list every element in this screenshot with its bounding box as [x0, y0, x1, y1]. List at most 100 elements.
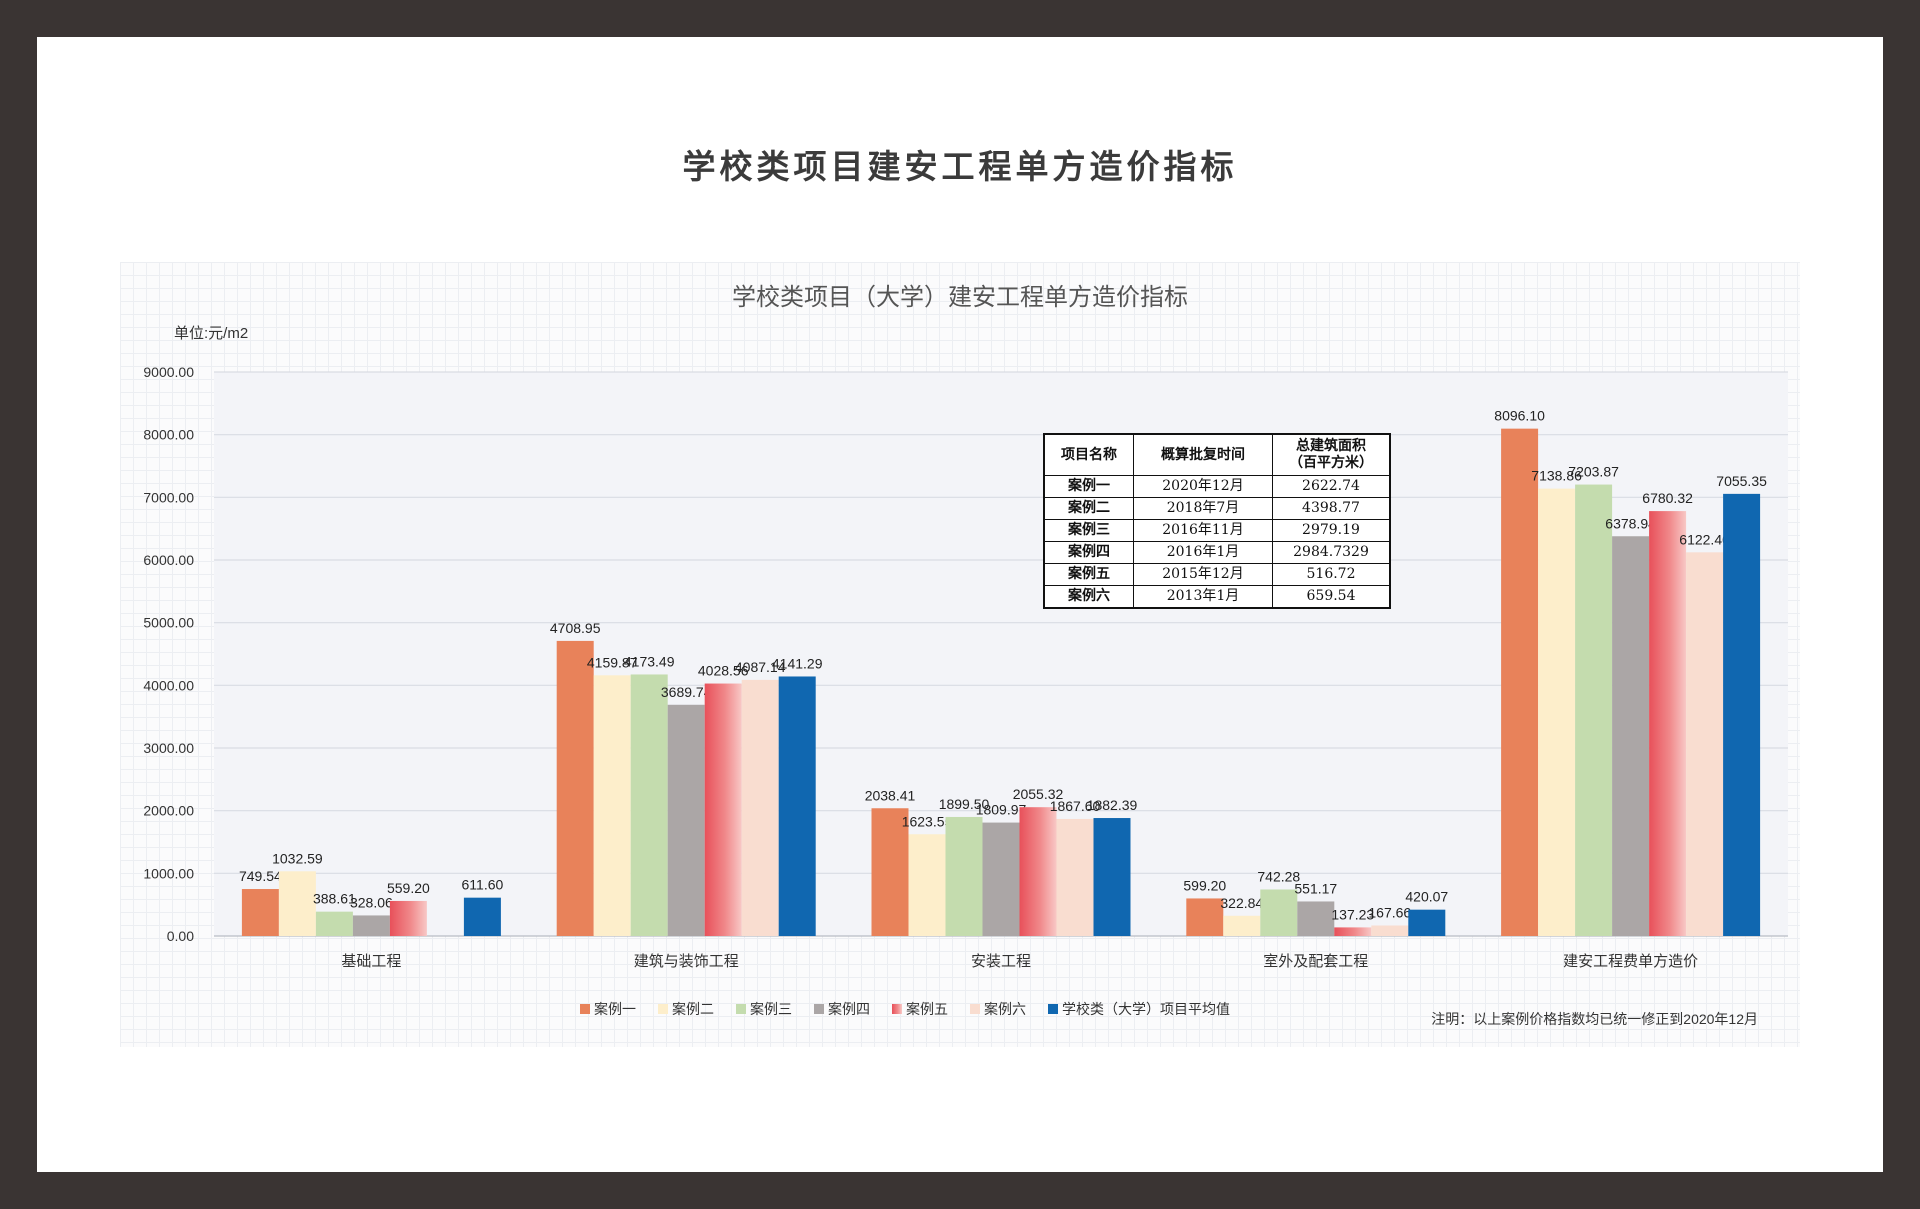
data-label: 3689.74 [661, 684, 712, 700]
data-label: 4087.14 [735, 659, 786, 675]
chart-panel: 学校类项目（大学）建安工程单方造价指标 单位:元/m2 0.00 1000.00 200… [120, 262, 1800, 1047]
data-label: 6122.40 [1679, 531, 1730, 547]
data-label: 4028.56 [698, 663, 749, 679]
bar [556, 640, 594, 936]
table-cell: 2020年12月 [1133, 475, 1273, 498]
data-label: 322.84 [1220, 895, 1263, 911]
y-tick-label: 8000.00 [143, 427, 194, 443]
table-cell: 案例二 [1043, 497, 1134, 520]
data-label: 559.20 [387, 880, 430, 896]
y-tick-label: 2000.00 [143, 803, 194, 819]
x-category-label: 建筑与装饰工程 [634, 953, 739, 970]
data-label: 328.06 [350, 894, 393, 910]
table-cell: 2016年11月 [1133, 519, 1273, 542]
data-label: 1809.97 [976, 802, 1027, 818]
legend-swatch [736, 1004, 746, 1014]
legend-swatch [970, 1004, 980, 1014]
table-header-area: 总建筑面积 （百平方米） [1272, 433, 1391, 476]
table-header-area-line1: 总建筑面积 [1296, 438, 1366, 454]
table-cell: 案例三 [1043, 519, 1134, 542]
bar [871, 808, 909, 936]
bar [241, 889, 279, 936]
bar [1056, 818, 1094, 936]
y-tick-label: 5000.00 [143, 615, 194, 631]
legend-label: 案例二 [672, 1001, 714, 1017]
bar [463, 897, 501, 936]
data-label: 1623.55 [902, 813, 953, 829]
table-cell: 516.72 [1272, 563, 1391, 586]
table-cell: 2018年7月 [1133, 497, 1273, 520]
bar [1538, 488, 1576, 936]
bar [741, 679, 779, 936]
data-label: 599.20 [1183, 877, 1226, 893]
bar [667, 704, 705, 936]
data-label: 551.17 [1294, 880, 1337, 896]
bar [945, 816, 983, 936]
bar [315, 911, 353, 936]
legend-label: 案例三 [750, 1001, 792, 1017]
data-label: 4708.95 [550, 620, 601, 636]
bar [704, 683, 742, 936]
y-tick-label: 3000.00 [143, 740, 194, 756]
y-tick-label: 6000.00 [143, 552, 194, 568]
data-label: 388.61 [313, 891, 356, 907]
legend-swatch [1048, 1004, 1058, 1014]
data-label: 167.66 [1368, 904, 1411, 920]
data-label: 749.54 [239, 868, 282, 884]
data-label: 4173.49 [624, 653, 675, 669]
table-header-area-line2: （百平方米） [1289, 455, 1373, 471]
bar [278, 871, 316, 936]
y-tick-label: 7000.00 [143, 489, 194, 505]
legend-label: 学校类（大学）项目平均值 [1062, 1001, 1230, 1017]
legend-label: 案例六 [984, 1001, 1026, 1017]
table-cell: 案例五 [1043, 563, 1134, 586]
page-title: 学校类项目建安工程单方造价指标 [682, 147, 1238, 186]
legend-swatch [814, 1004, 824, 1014]
table-cell: 2016年1月 [1133, 541, 1273, 564]
data-label: 1899.50 [939, 796, 990, 812]
bar [352, 915, 390, 936]
bar [1371, 925, 1409, 936]
table-row: 案例一 2020年12月 2622.74 [1043, 475, 1391, 498]
data-label: 6378.94 [1605, 515, 1656, 531]
data-label: 7055.35 [1716, 473, 1767, 489]
bar [593, 675, 631, 936]
data-label: 8096.10 [1494, 408, 1545, 424]
data-label: 1032.59 [272, 850, 323, 866]
data-label: 4141.29 [772, 655, 823, 671]
bar [1186, 898, 1224, 936]
table-row: 案例二 2018年7月 4398.77 [1043, 497, 1391, 520]
x-category-label: 建安工程费单方造价 [1563, 953, 1698, 970]
legend-label: 案例四 [828, 1001, 870, 1017]
bar [1408, 909, 1446, 936]
data-label: 4159.87 [587, 654, 638, 670]
table-row: 案例六 2013年1月 659.54 [1043, 585, 1391, 609]
bar [778, 676, 816, 936]
legend-swatch [892, 1004, 902, 1014]
bar [1612, 536, 1650, 936]
table-header-date: 概算批复时间 [1133, 433, 1273, 476]
bar [1575, 484, 1613, 936]
table-cell: 2984.7329 [1272, 541, 1391, 564]
data-label: 7203.87 [1568, 464, 1619, 480]
table-row: 案例五 2015年12月 516.72 [1043, 563, 1391, 586]
data-label: 6780.32 [1642, 490, 1693, 506]
bar [630, 674, 668, 936]
x-category-label: 基础工程 [341, 953, 401, 970]
footnote: 注明：以上案例价格指数均已统一修正到2020年12月 [1431, 1011, 1758, 1027]
data-label: 7138.86 [1531, 468, 1582, 484]
table-cell: 案例四 [1043, 541, 1134, 564]
data-label: 2038.41 [865, 787, 916, 803]
data-label: 611.60 [462, 877, 504, 893]
table-cell: 2979.19 [1272, 519, 1391, 542]
table-header-name: 项目名称 [1043, 433, 1134, 476]
data-label: 742.28 [1257, 868, 1300, 884]
bar [1019, 807, 1057, 936]
bar [1649, 511, 1687, 936]
legend-label: 案例五 [906, 1001, 948, 1017]
bar [1723, 493, 1761, 936]
table-cell: 2622.74 [1272, 475, 1391, 498]
bar [982, 822, 1020, 936]
bar [908, 834, 946, 936]
